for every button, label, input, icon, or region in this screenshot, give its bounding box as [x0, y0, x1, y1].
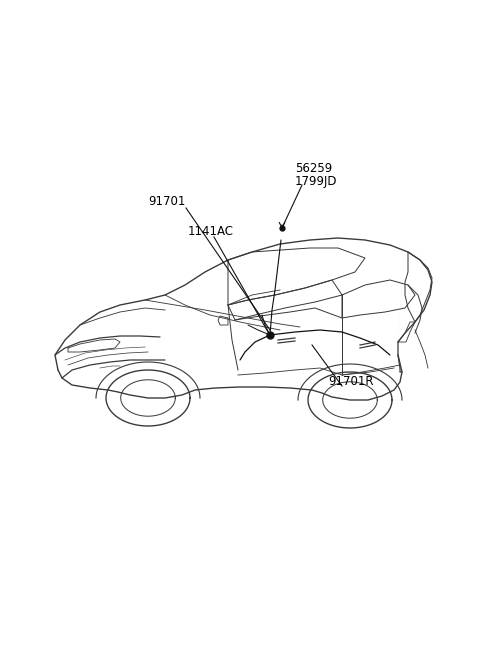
- Text: 56259: 56259: [295, 162, 332, 175]
- Text: 1799JD: 1799JD: [295, 175, 337, 188]
- Text: 91701: 91701: [148, 195, 185, 208]
- Text: 91701R: 91701R: [328, 375, 373, 388]
- Text: 1141AC: 1141AC: [188, 225, 234, 238]
